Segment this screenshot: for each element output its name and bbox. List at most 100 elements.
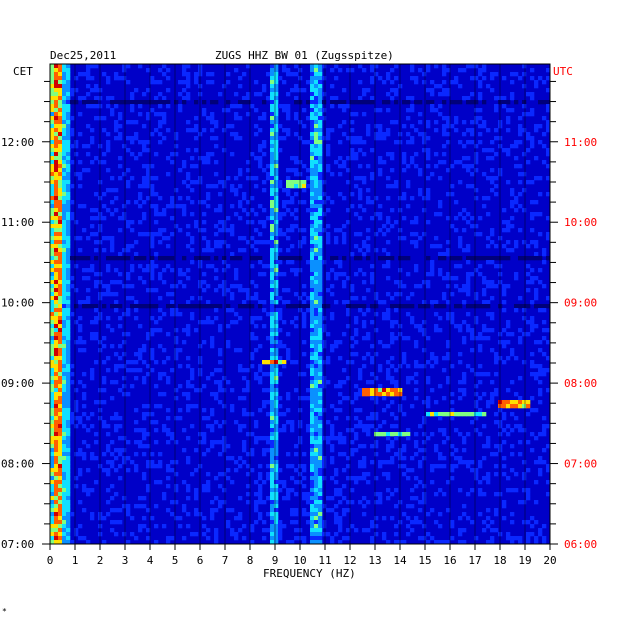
spectrogram-cell xyxy=(266,476,271,481)
frequency-tick-label: 1 xyxy=(72,554,79,567)
spectrogram-cell xyxy=(274,420,279,425)
spectrogram-cell xyxy=(286,488,291,493)
spectrogram-cell xyxy=(154,464,159,469)
spectrogram-cell xyxy=(426,256,431,261)
spectrogram-cell xyxy=(230,508,235,513)
spectrogram-cell xyxy=(90,76,95,81)
spectrogram-cell xyxy=(314,268,319,273)
spectrogram-cell xyxy=(50,152,55,157)
spectrogram-cell xyxy=(282,188,287,193)
spectrogram-cell xyxy=(238,348,243,353)
spectrogram-cell xyxy=(262,100,267,105)
spectrogram-cell xyxy=(302,228,307,233)
spectrogram-cell xyxy=(250,452,255,457)
spectrogram-cell xyxy=(378,496,383,501)
spectrogram-cell xyxy=(150,204,155,209)
spectrogram-cell xyxy=(294,528,299,533)
spectrogram-cell xyxy=(542,80,547,85)
spectrogram-cell xyxy=(162,208,167,213)
spectrogram-cell xyxy=(314,160,319,165)
spectrogram-cell xyxy=(74,320,79,325)
spectrogram-cell xyxy=(502,76,507,81)
spectrogram-cell xyxy=(58,132,63,137)
spectrogram-cell xyxy=(62,320,67,325)
spectrogram-cell xyxy=(150,272,155,277)
spectrogram-cell xyxy=(354,232,359,237)
spectrogram-cell xyxy=(82,384,87,389)
spectrogram-cell xyxy=(290,168,295,173)
spectrogram-cell xyxy=(66,424,71,429)
spectrogram-cell xyxy=(534,156,539,161)
spectrogram-cell xyxy=(142,280,147,285)
spectrogram-cell xyxy=(274,316,279,321)
spectrogram-cell xyxy=(66,432,71,437)
spectrogram-cell xyxy=(330,540,335,545)
spectrogram-cell xyxy=(442,276,447,281)
spectrogram-cell xyxy=(510,92,515,97)
spectrogram-cell xyxy=(318,504,323,509)
spectrogram-cell xyxy=(58,540,63,545)
spectrogram-cell xyxy=(58,168,63,173)
spectrogram-cell xyxy=(158,68,163,73)
spectrogram-cell xyxy=(278,248,283,253)
spectrogram-cell xyxy=(50,512,55,517)
spectrogram-cell xyxy=(274,480,279,485)
spectrogram-cell xyxy=(110,244,115,249)
spectrogram-cell xyxy=(66,476,71,481)
spectrogram-cell xyxy=(374,392,379,397)
spectrogram-cell xyxy=(338,260,343,265)
spectrogram-cell xyxy=(322,260,327,265)
spectrogram-cell xyxy=(422,208,427,213)
spectrogram-cell xyxy=(482,336,487,341)
spectrogram-cell xyxy=(422,140,427,145)
spectrogram-cell xyxy=(186,96,191,101)
spectrogram-cell xyxy=(222,240,227,245)
spectrogram-cell xyxy=(362,180,367,185)
spectrogram-cell xyxy=(354,392,359,397)
spectrogram-cell xyxy=(130,136,135,141)
spectrogram-cell xyxy=(126,184,131,189)
spectrogram-cell xyxy=(510,204,515,209)
spectrogram-cell xyxy=(390,376,395,381)
spectrogram-cell xyxy=(486,300,491,305)
spectrogram-cell xyxy=(58,464,63,469)
spectrogram-cell xyxy=(502,516,507,521)
spectrogram-cell xyxy=(142,452,147,457)
spectrogram-cell xyxy=(454,216,459,221)
spectrogram-cell xyxy=(446,88,451,93)
spectrogram-cell xyxy=(250,256,255,261)
spectrogram-cell xyxy=(354,152,359,157)
spectrogram-cell xyxy=(314,280,319,285)
spectrogram-cell xyxy=(186,328,191,333)
spectrogram-cell xyxy=(142,92,147,97)
spectrogram-cell xyxy=(394,76,399,81)
spectrogram-cell xyxy=(494,528,499,533)
spectrogram-cell xyxy=(278,260,283,265)
spectrogram-cell xyxy=(234,192,239,197)
spectrogram-cell xyxy=(142,444,147,449)
spectrogram-cell xyxy=(294,324,299,329)
spectrogram-cell xyxy=(318,496,323,501)
spectrogram-cell xyxy=(334,344,339,349)
spectrogram-cell xyxy=(270,192,275,197)
spectrogram-cell xyxy=(286,108,291,113)
spectrogram-cell xyxy=(314,84,319,89)
spectrogram-cell xyxy=(58,236,63,241)
spectrogram-cell xyxy=(422,280,427,285)
spectrogram-cell xyxy=(246,112,251,117)
spectrogram-cell xyxy=(306,80,311,85)
spectrogram-cell xyxy=(282,272,287,277)
spectrogram-cell xyxy=(62,404,67,409)
spectrogram-cell xyxy=(478,480,483,485)
spectrogram-cell xyxy=(310,396,315,401)
spectrogram-cell xyxy=(538,456,543,461)
spectrogram-cell xyxy=(270,364,275,369)
spectrogram-cell xyxy=(78,468,83,473)
spectrogram-cell xyxy=(502,472,507,477)
spectrogram-cell xyxy=(194,76,199,81)
spectrogram-cell xyxy=(414,264,419,269)
spectrogram-cell xyxy=(270,104,275,109)
spectrogram-cell xyxy=(66,428,71,433)
spectrogram-cell xyxy=(50,148,55,153)
spectrogram-cell xyxy=(410,488,415,493)
